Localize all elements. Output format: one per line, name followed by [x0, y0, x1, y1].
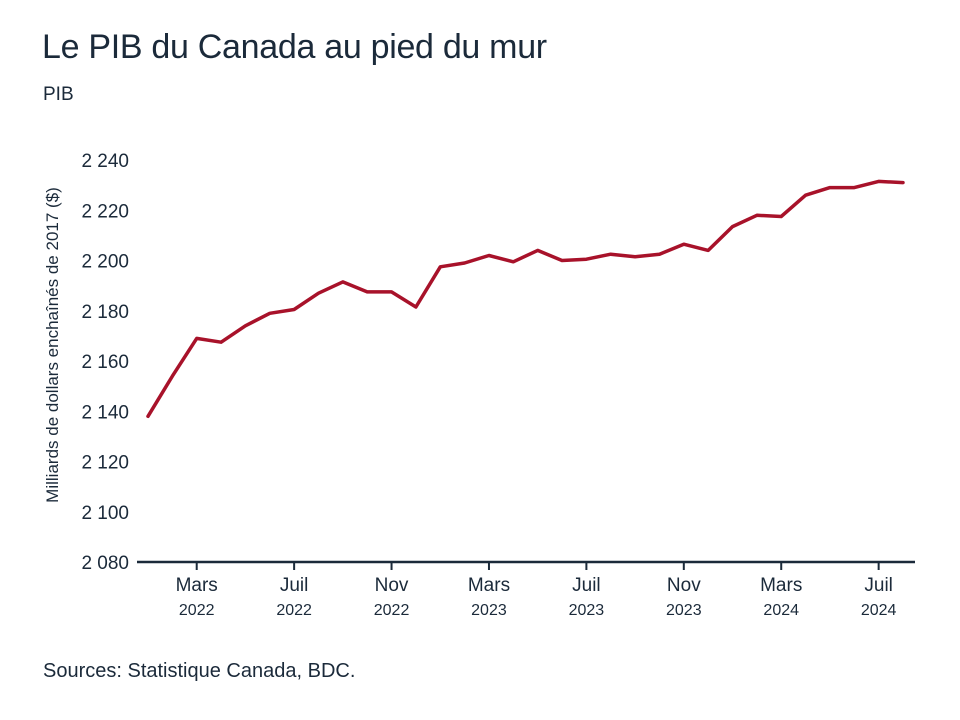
x-tick-month-label: Nov [375, 575, 409, 596]
y-tick-label: 2 180 [81, 302, 129, 323]
x-tick-month-label: Nov [667, 575, 701, 596]
gdp-series-line [146, 179, 905, 419]
y-tick-label: 2 080 [81, 553, 129, 574]
chart-subtitle: PIB [43, 84, 74, 105]
y-axis-title: Milliards de dollars enchaînés de 2017 (… [43, 187, 62, 503]
x-tick-month-label: Juil [572, 575, 601, 596]
x-tick-year-label: 2023 [471, 602, 507, 619]
x-tick-month-label: Juil [864, 575, 893, 596]
y-tick-label: 2 100 [81, 503, 129, 524]
y-tick-label: 2 120 [81, 453, 129, 474]
source-note: Sources: Statistique Canada, BDC. [43, 660, 356, 682]
x-tick-year-label: 2022 [179, 602, 215, 619]
y-tick-label: 2 200 [81, 252, 129, 273]
x-tick-year-label: 2024 [763, 602, 799, 619]
y-tick-label: 2 140 [81, 402, 129, 423]
x-tick-year-label: 2024 [861, 602, 897, 619]
y-tick-label: 2 160 [81, 352, 129, 373]
x-tick-year-label: 2022 [276, 602, 312, 619]
x-tick-month-label: Juil [280, 575, 309, 596]
y-tick-label: 2 240 [81, 151, 129, 172]
x-tick-month-label: Mars [176, 575, 218, 596]
y-tick-label: 2 220 [81, 201, 129, 222]
x-tick-year-label: 2023 [666, 602, 702, 619]
x-tick-year-label: 2023 [569, 602, 605, 619]
x-tick-month-label: Mars [468, 575, 510, 596]
x-tick-year-label: 2022 [374, 602, 410, 619]
chart-title: Le PIB du Canada au pied du mur [42, 28, 547, 66]
x-tick-month-label: Mars [760, 575, 802, 596]
